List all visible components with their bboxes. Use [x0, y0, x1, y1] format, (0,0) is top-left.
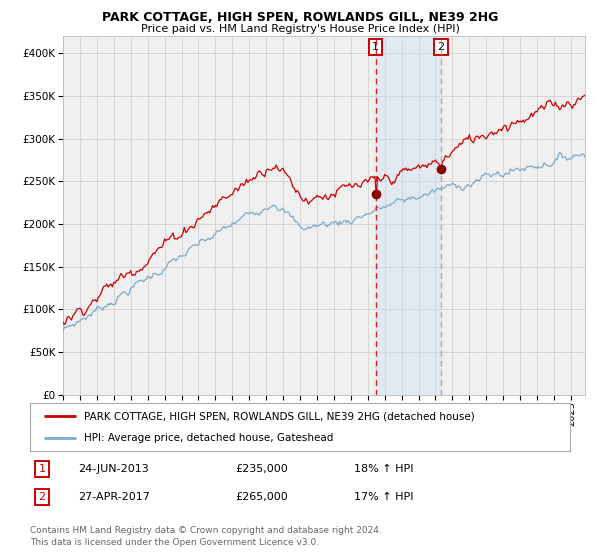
Text: Price paid vs. HM Land Registry's House Price Index (HPI): Price paid vs. HM Land Registry's House …	[140, 24, 460, 34]
Text: 2: 2	[38, 492, 46, 502]
Text: 2: 2	[437, 42, 445, 52]
Text: £235,000: £235,000	[235, 464, 288, 474]
Text: HPI: Average price, detached house, Gateshead: HPI: Average price, detached house, Gate…	[84, 433, 334, 443]
Text: 18% ↑ HPI: 18% ↑ HPI	[354, 464, 413, 474]
Text: 1: 1	[38, 464, 46, 474]
Text: £265,000: £265,000	[235, 492, 288, 502]
Text: 1: 1	[372, 42, 379, 52]
Text: PARK COTTAGE, HIGH SPEN, ROWLANDS GILL, NE39 2HG (detached house): PARK COTTAGE, HIGH SPEN, ROWLANDS GILL, …	[84, 411, 475, 421]
Text: 24-JUN-2013: 24-JUN-2013	[79, 464, 149, 474]
Text: 17% ↑ HPI: 17% ↑ HPI	[354, 492, 413, 502]
Text: PARK COTTAGE, HIGH SPEN, ROWLANDS GILL, NE39 2HG: PARK COTTAGE, HIGH SPEN, ROWLANDS GILL, …	[102, 11, 498, 24]
Text: 27-APR-2017: 27-APR-2017	[79, 492, 151, 502]
Text: Contains HM Land Registry data © Crown copyright and database right 2024.
This d: Contains HM Land Registry data © Crown c…	[30, 526, 382, 547]
Bar	[376, 36, 441, 395]
